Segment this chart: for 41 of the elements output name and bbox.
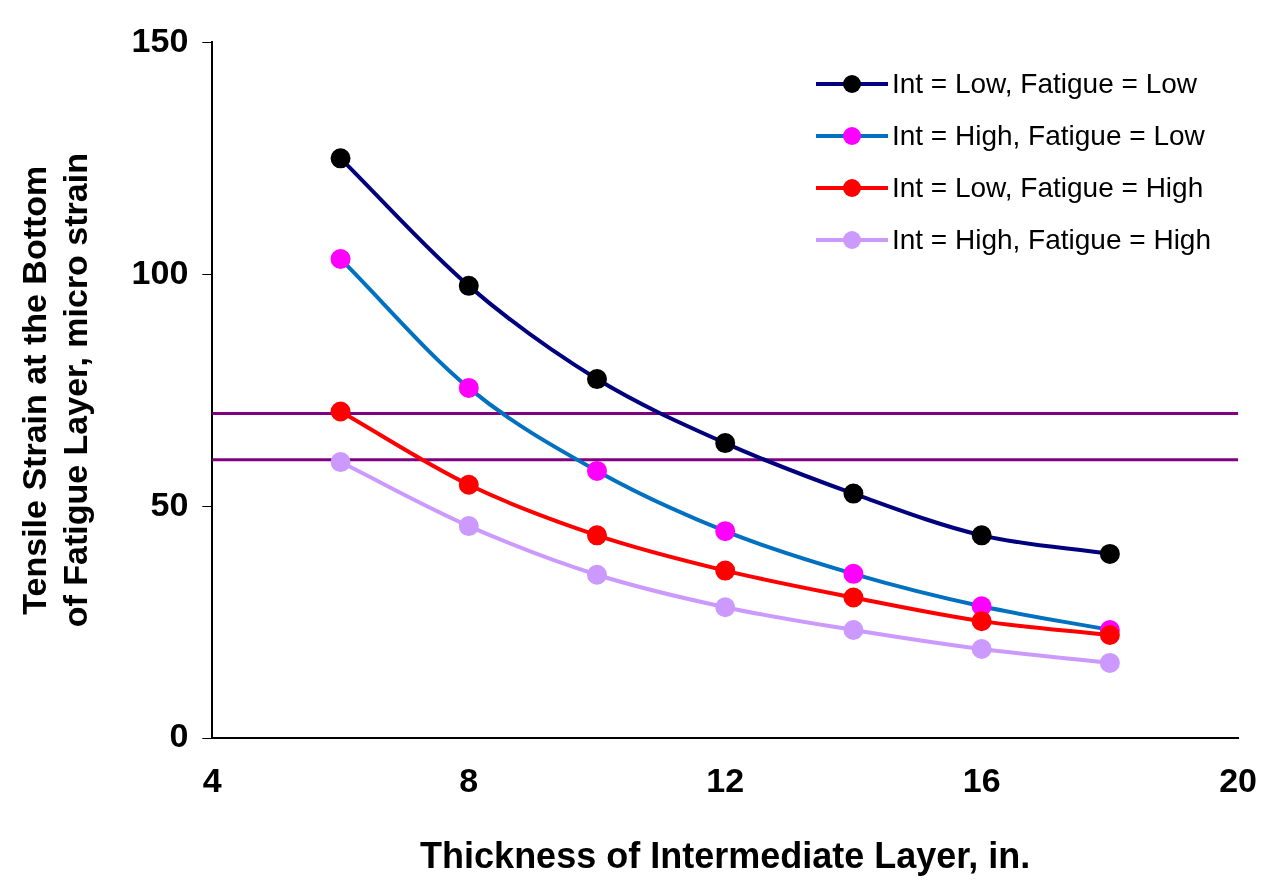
y-tick-label: 50 [150,484,189,523]
point [458,377,479,398]
point [971,611,992,632]
point [458,516,479,537]
legend-label: Int = Low, Fatigue = Low [891,68,1198,100]
point [715,597,736,618]
point [1099,652,1120,673]
point [330,148,351,169]
point [843,587,864,608]
legend-label: Int = High, Fatigue = Low [891,120,1205,152]
legend-label: Int = High, Fatigue = High [891,224,1211,256]
point [330,452,351,473]
x-tick-label: 4 [202,760,222,799]
x-tick-label: 12 [706,760,745,799]
point [715,560,736,581]
x-tick-label: 8 [459,760,479,799]
y-axis-title: Tensile Strain at the Bottom of Fatigue Layer, micro strain [14,153,94,628]
y-tick-label: 100 [131,252,189,291]
y-tick-label: 150 [131,20,189,59]
point [586,369,607,390]
x-axis-title: Thickness of Intermediate Layer, in. [420,835,1031,877]
y-tick-label: 0 [169,716,189,755]
x-tick-label: 20 [1219,760,1257,799]
point [586,525,607,546]
point [715,433,736,454]
point [586,564,607,585]
point [843,563,864,584]
point [843,619,864,640]
point [1099,543,1120,564]
point [330,401,351,422]
point [971,525,992,546]
legend-label: Int = Low, Fatigue = High [891,172,1204,204]
x-tick-label: 16 [962,760,1001,799]
point [330,248,351,269]
point [971,638,992,659]
point [586,460,607,481]
point [458,474,479,495]
point [715,521,736,542]
point [843,483,864,504]
point [458,275,479,296]
point [1099,625,1120,646]
